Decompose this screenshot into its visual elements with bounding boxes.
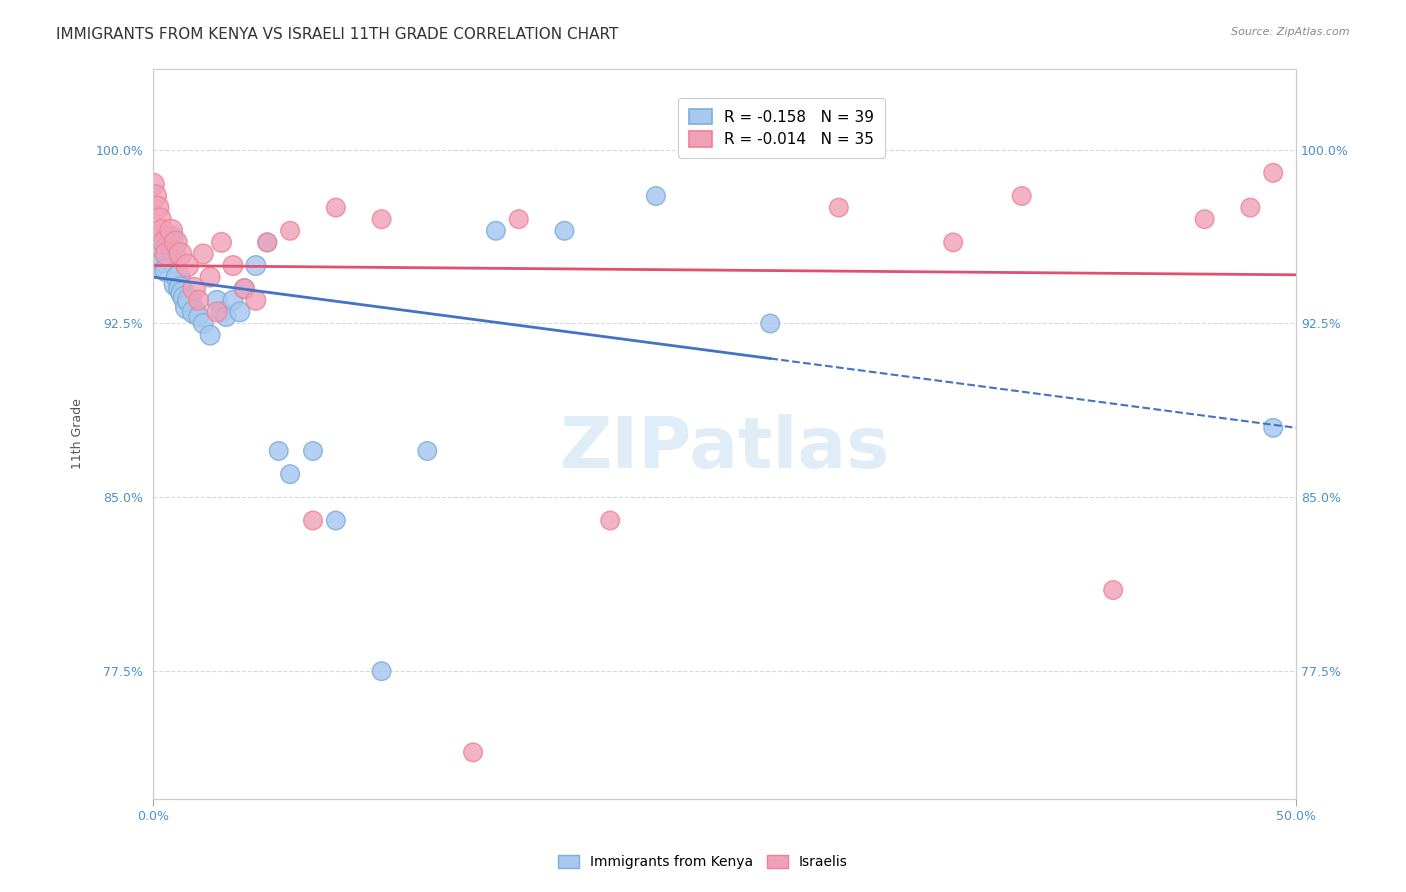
Point: [211, 235, 233, 250]
Point: [1263, 166, 1285, 180]
Legend: R = -0.158   N = 39, R = -0.014   N = 35: R = -0.158 N = 39, R = -0.014 N = 35: [679, 98, 884, 158]
Point: [193, 247, 215, 261]
Point: [245, 259, 267, 273]
Point: [169, 282, 191, 296]
Point: [160, 224, 183, 238]
Point: [198, 328, 221, 343]
Point: [302, 514, 325, 528]
Point: [146, 235, 169, 250]
Point: [1102, 583, 1125, 598]
Point: [162, 244, 184, 259]
Point: [370, 664, 392, 678]
Point: [153, 253, 176, 268]
Point: [193, 317, 215, 331]
Point: [176, 300, 198, 314]
Text: ZIPatlas: ZIPatlas: [560, 414, 890, 483]
Point: [233, 282, 256, 296]
Point: [245, 293, 267, 308]
Point: [183, 282, 205, 296]
Point: [198, 270, 221, 285]
Point: [325, 514, 347, 528]
Point: [183, 305, 205, 319]
Point: [599, 514, 621, 528]
Point: [143, 189, 166, 203]
Point: [179, 293, 201, 308]
Point: [828, 201, 851, 215]
Point: [222, 293, 245, 308]
Point: [142, 259, 165, 273]
Point: [167, 270, 190, 285]
Point: [416, 444, 439, 458]
Point: [256, 235, 278, 250]
Point: [553, 224, 575, 238]
Text: IMMIGRANTS FROM KENYA VS ISRAELI 11TH GRADE CORRELATION CHART: IMMIGRANTS FROM KENYA VS ISRAELI 11TH GR…: [56, 27, 619, 42]
Point: [942, 235, 965, 250]
Point: [645, 189, 668, 203]
Point: [1263, 421, 1285, 435]
Point: [222, 259, 245, 273]
Point: [233, 282, 256, 296]
Point: [256, 235, 278, 250]
Point: [302, 444, 325, 458]
Point: [153, 235, 176, 250]
Point: [205, 293, 228, 308]
Point: [229, 305, 252, 319]
Point: [1011, 189, 1033, 203]
Point: [156, 247, 179, 261]
Point: [149, 212, 172, 227]
Point: [169, 247, 191, 261]
Point: [187, 310, 209, 324]
Point: [172, 286, 194, 301]
Point: [174, 291, 197, 305]
Point: [142, 178, 165, 192]
Y-axis label: 11th Grade: 11th Grade: [72, 398, 84, 469]
Point: [267, 444, 290, 458]
Point: [150, 247, 173, 261]
Legend: Immigrants from Kenya, Israelis: Immigrants from Kenya, Israelis: [551, 848, 855, 876]
Point: [150, 224, 173, 238]
Point: [759, 317, 782, 331]
Point: [211, 305, 233, 319]
Point: [165, 235, 187, 250]
Point: [485, 224, 508, 238]
Point: [157, 235, 180, 250]
Point: [176, 259, 198, 273]
Point: [461, 745, 484, 759]
Point: [160, 231, 183, 245]
Point: [205, 305, 228, 319]
Point: [149, 240, 172, 254]
Point: [156, 263, 179, 277]
Text: Source: ZipAtlas.com: Source: ZipAtlas.com: [1232, 27, 1350, 37]
Point: [325, 201, 347, 215]
Point: [508, 212, 530, 227]
Point: [278, 224, 301, 238]
Point: [1194, 212, 1216, 227]
Point: [278, 467, 301, 482]
Point: [370, 212, 392, 227]
Point: [165, 277, 187, 291]
Point: [146, 201, 169, 215]
Point: [187, 293, 209, 308]
Point: [1239, 201, 1261, 215]
Point: [215, 310, 238, 324]
